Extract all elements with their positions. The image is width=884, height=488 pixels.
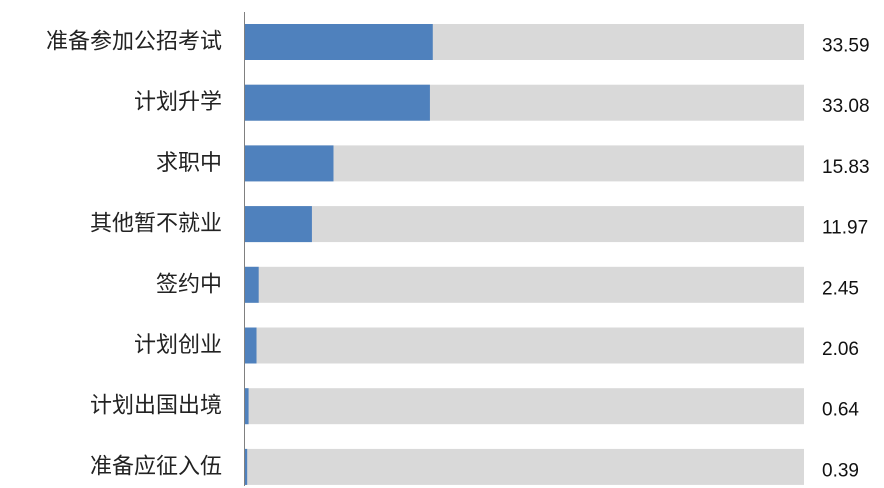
- bar: [245, 266, 259, 303]
- bar-track: [245, 145, 804, 182]
- category-label: 计划出国出境: [90, 394, 222, 419]
- value-label: 33.59: [822, 36, 870, 57]
- value-label: 33.08: [822, 96, 870, 117]
- bar-track: [245, 327, 804, 364]
- bar: [245, 84, 430, 121]
- value-label: 0.39: [822, 460, 859, 481]
- bar: [245, 206, 312, 243]
- category-label: 计划创业: [134, 333, 222, 358]
- bar: [245, 327, 257, 364]
- category-label: 准备参加公招考试: [46, 30, 222, 55]
- bar-track: [245, 266, 804, 303]
- value-label: 0.64: [822, 400, 859, 421]
- value-label: 15.83: [822, 157, 870, 178]
- category-label: 其他暂不就业: [90, 212, 222, 237]
- bar: [245, 145, 334, 182]
- category-label: 准备应征入伍: [90, 454, 222, 479]
- bar-track: [245, 206, 804, 243]
- bar: [245, 24, 433, 60]
- category-label: 计划升学: [134, 90, 222, 115]
- category-label: 签约中: [156, 272, 222, 297]
- category-label: 求职中: [156, 151, 222, 176]
- value-labels: 33.59 33.08 15.83 11.97 2.45 2.06 0.64 0.39: [822, 36, 870, 482]
- bar-track: [245, 388, 804, 425]
- bar-group: [245, 24, 433, 485]
- value-label: 2.45: [822, 278, 859, 299]
- bar-track: [245, 448, 804, 485]
- bar: [245, 448, 248, 485]
- value-label: 2.06: [822, 339, 859, 360]
- bar: [245, 388, 249, 425]
- value-label: 11.97: [822, 218, 868, 239]
- track-group: [245, 24, 804, 485]
